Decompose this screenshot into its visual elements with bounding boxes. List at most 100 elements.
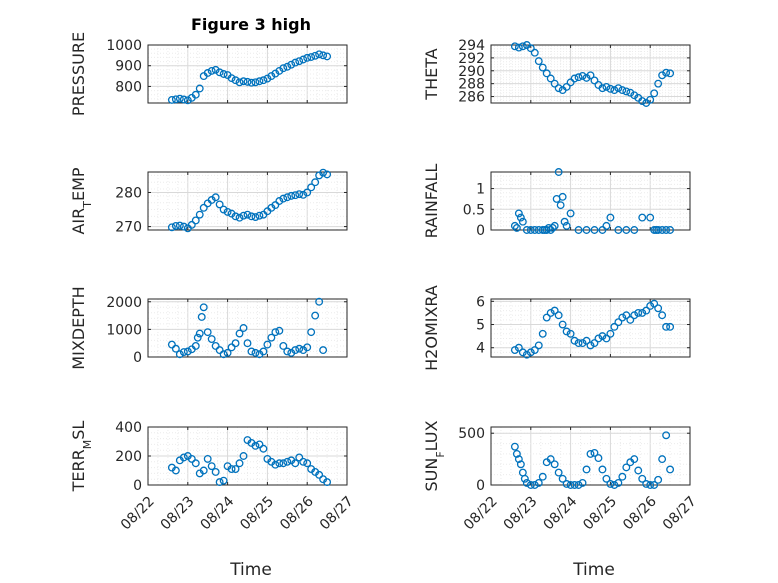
data-point [207, 462, 216, 471]
data-point [530, 346, 539, 354]
data-point [550, 460, 559, 469]
data-point [243, 339, 252, 348]
data-point [574, 481, 583, 489]
data-point [215, 478, 224, 487]
data-point [558, 192, 567, 201]
data-point [235, 459, 244, 468]
data-point [283, 62, 292, 71]
data-point [518, 42, 527, 51]
y-tick-label: 0 [476, 223, 485, 239]
data-point [275, 197, 284, 205]
data-point [227, 465, 236, 473]
subplot-3: 270 280 AIRTEMP [69, 167, 348, 236]
y-tick-label: 0 [133, 350, 142, 366]
data-point [590, 226, 599, 234]
data-point [550, 79, 559, 88]
data-point [199, 466, 208, 475]
y-tick-label: 400 [115, 420, 142, 436]
y-axis-label-tail: LUX [422, 420, 441, 451]
data-point [227, 343, 236, 352]
data-point [526, 348, 535, 357]
data-point [323, 478, 332, 487]
data-point [606, 84, 615, 93]
data-point [510, 42, 519, 51]
y-tick-label: 270 [115, 220, 142, 236]
data-point [195, 84, 204, 93]
data-point [251, 213, 260, 221]
data-point [590, 448, 599, 457]
y-axis-label-subscript: F [434, 451, 447, 457]
data-point [231, 76, 240, 85]
data-point [516, 460, 525, 469]
data-point [211, 193, 220, 202]
data-point [590, 76, 599, 85]
data-point [319, 346, 328, 355]
data-point [642, 306, 651, 315]
data-point [295, 453, 304, 462]
data-point [554, 84, 563, 93]
data-point [530, 48, 539, 57]
data-point [514, 43, 523, 52]
data-point [239, 211, 248, 220]
data-point [167, 340, 176, 349]
data-point [291, 459, 300, 468]
data-point [195, 329, 204, 338]
data-point [183, 347, 192, 356]
data-point [271, 201, 280, 210]
data-point [307, 183, 316, 192]
data-point [199, 203, 208, 212]
axes-box [147, 44, 348, 104]
data-point [251, 78, 260, 87]
data-point [618, 472, 627, 481]
subplot-1: 800 900 1000 PRESSURE [69, 32, 348, 116]
data-point [542, 69, 551, 78]
y-axis-label-main: SUN [422, 458, 441, 492]
y-tick-label: 500 [458, 426, 485, 442]
data-point [227, 74, 236, 83]
data-point [658, 226, 667, 234]
data-point [638, 97, 647, 106]
data-point [279, 64, 288, 73]
data-point [251, 441, 260, 450]
data-point [522, 226, 531, 234]
data-point [598, 226, 607, 234]
data-point [590, 339, 599, 348]
data-point [231, 465, 240, 473]
y-tick-label: 0 [476, 478, 485, 494]
data-point [666, 322, 675, 331]
data-point [299, 190, 308, 199]
axes-box [490, 171, 691, 231]
data-point [263, 74, 272, 83]
data-point [562, 480, 571, 488]
data-point [598, 84, 607, 93]
data-point [538, 472, 547, 481]
data-point [622, 311, 631, 320]
data-point [614, 226, 623, 234]
data-point [267, 333, 276, 342]
data-point [538, 329, 547, 338]
y-tick-label: 288 [458, 77, 485, 93]
data-point [211, 342, 220, 350]
data-point [219, 350, 228, 359]
data-point [630, 91, 639, 100]
y-tick-label: 2000 [106, 295, 142, 311]
data-point [283, 347, 292, 356]
data-point [546, 74, 555, 83]
data-point [646, 95, 655, 104]
data-point [542, 313, 551, 322]
subplot-6: 4 5 6 H2OMIXRA [422, 285, 691, 371]
data-point [203, 69, 212, 77]
data-point [235, 329, 244, 338]
data-point [514, 209, 523, 218]
data-point [311, 178, 320, 187]
data-point [179, 222, 188, 231]
data-point [199, 303, 208, 312]
data-point [526, 481, 535, 489]
data-point [193, 333, 202, 342]
x-axis-label-left: Time [229, 560, 272, 580]
data-point [295, 57, 304, 66]
data-point [271, 328, 280, 337]
data-point [207, 66, 216, 75]
